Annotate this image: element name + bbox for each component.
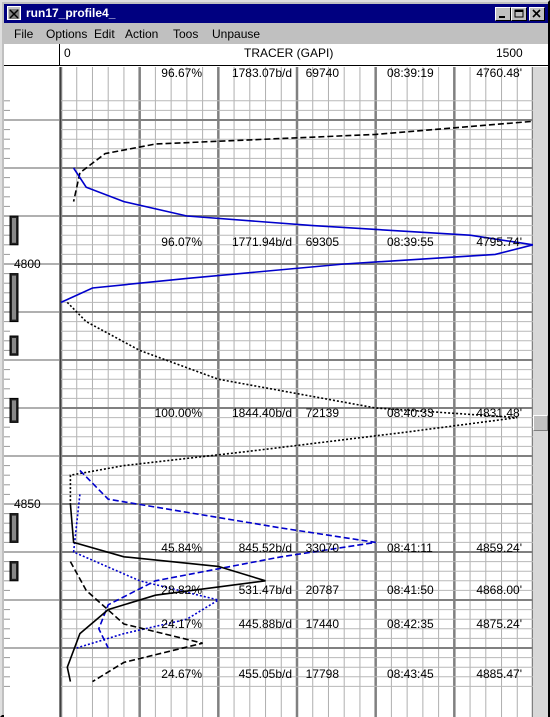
readout-counts: 72139	[306, 406, 340, 420]
tracer-log-chart: 96.67% 1783.07b/d 69740 08:39:19 4760.48'96.…	[4, 66, 548, 717]
track-header: 0 TRACER (GAPI) 1500	[4, 44, 548, 66]
readout-counts: 69305	[306, 235, 340, 249]
close-button[interactable]	[529, 7, 545, 21]
header-divider	[59, 44, 60, 66]
readout-row: 96.67% 1783.07b/d 69740 08:39:19 4760.48'	[161, 66, 522, 80]
curve-dotted-2	[66, 301, 518, 504]
readout-counts: 17798	[306, 667, 340, 681]
readout-rate: 845.52b/d	[239, 541, 292, 555]
menu-options[interactable]: Options	[46, 27, 88, 41]
readout-percent: 28.82%	[161, 583, 202, 597]
readout-row: 28.82% 531.47b/d 20787 08:41:50 4868.00'	[161, 583, 522, 597]
depth-markers	[4, 100, 59, 687]
depth-labels: 4800 4850	[14, 257, 41, 511]
readout-row: 24.67% 455.05b/d 17798 08:43:45 4885.47'	[161, 667, 522, 681]
window-title: run17_profile4_	[26, 6, 116, 20]
sensor-bar	[9, 273, 19, 323]
scale-title: TRACER (GAPI)	[244, 46, 334, 60]
sensor-bar	[9, 397, 19, 423]
readout-time: 08:41:50	[387, 583, 434, 597]
readout-row: 100.00% 1844.40b/d 72139 08:40:33 4831.48'	[155, 406, 522, 420]
readout-rows: 96.67% 1783.07b/d 69740 08:39:19 4760.48'96.…	[155, 66, 522, 681]
readout-row: 24.17% 445.88b/d 17440 08:42:35 4875.24'	[161, 617, 522, 631]
readout-depth: 4859.24'	[476, 541, 522, 555]
readout-time: 08:43:45	[387, 667, 434, 681]
readout-depth: 4885.47'	[476, 667, 522, 681]
readout-counts: 33070	[306, 541, 340, 555]
readout-time: 08:41:11	[387, 541, 433, 555]
curve-dotted-4	[72, 494, 221, 649]
readout-depth: 4760.48'	[476, 66, 522, 80]
readout-counts: 20787	[306, 583, 340, 597]
app-icon[interactable]	[7, 6, 21, 20]
readout-depth: 4875.24'	[476, 617, 522, 631]
readout-rate: 531.47b/d	[239, 583, 292, 597]
readout-time: 08:39:19	[387, 66, 434, 80]
title-bar[interactable]: run17_profile4_	[4, 4, 548, 23]
sensor-bar	[9, 513, 19, 543]
readout-time: 08:39:55	[387, 235, 434, 249]
app-glyph-icon	[9, 9, 19, 19]
menu-action[interactable]: Action	[125, 27, 159, 41]
scale-max-label: 1500	[496, 46, 523, 60]
minimize-icon	[499, 16, 505, 18]
vertical-scrollbar[interactable]	[533, 67, 548, 717]
readout-depth: 4868.00'	[476, 583, 522, 597]
menu-edit[interactable]: Edit	[94, 27, 115, 41]
readout-rate: 455.05b/d	[239, 667, 292, 681]
menu-tools[interactable]: Toos	[173, 27, 199, 41]
readout-time: 08:42:35	[387, 617, 434, 631]
curve-dashed-0	[72, 119, 548, 202]
readout-depth: 4795.74'	[476, 235, 522, 249]
grid	[59, 67, 535, 717]
sensor-bar	[9, 561, 19, 582]
readout-percent: 96.67%	[161, 66, 202, 80]
curve-dashed-3	[79, 469, 376, 649]
readout-rate: 1783.07b/d	[232, 66, 292, 80]
readout-counts: 69740	[306, 66, 340, 80]
depth-label: 4800	[14, 257, 41, 271]
menu-file[interactable]: File	[14, 27, 34, 41]
readout-counts: 17440	[306, 617, 340, 631]
curve-solid-5	[66, 503, 266, 682]
close-icon	[532, 9, 541, 18]
menu-unpause[interactable]: Unpause	[212, 27, 261, 41]
menu-bar: File Options Edit Action Toos Unpause	[4, 24, 548, 43]
log-plot-area: 0 TRACER (GAPI) 1500 96.67% 1783.07b/d 697…	[4, 44, 548, 717]
readout-row: 45.84% 845.52b/d 33070 08:41:11 4859.24'	[161, 541, 522, 555]
readout-time: 08:40:33	[387, 406, 434, 420]
readout-depth: 4831.48'	[476, 406, 522, 420]
readout-row: 96.07% 1771.94b/d 69305 08:39:55 4795.74'	[161, 235, 522, 249]
minimize-button[interactable]	[495, 7, 511, 21]
sensor-bar	[9, 335, 19, 356]
curve-solid-1	[60, 167, 534, 304]
readout-percent: 24.17%	[161, 617, 202, 631]
readout-percent: 24.67%	[161, 667, 202, 681]
readout-percent: 96.07%	[161, 235, 202, 249]
readout-rate: 445.88b/d	[239, 617, 292, 631]
maximize-button[interactable]	[511, 7, 527, 21]
readout-percent: 45.84%	[161, 541, 202, 555]
depth-label: 4850	[14, 497, 41, 511]
curves	[60, 119, 548, 683]
readout-percent: 100.00%	[155, 406, 203, 420]
scale-min-label: 0	[64, 46, 71, 60]
readout-rate: 1844.40b/d	[232, 406, 292, 420]
curve-dashed-6	[69, 561, 203, 683]
readout-rate: 1771.94b/d	[232, 235, 292, 249]
maximize-icon	[514, 9, 524, 18]
sensor-bar	[9, 215, 19, 246]
scrollbar-thumb[interactable]	[533, 415, 548, 431]
